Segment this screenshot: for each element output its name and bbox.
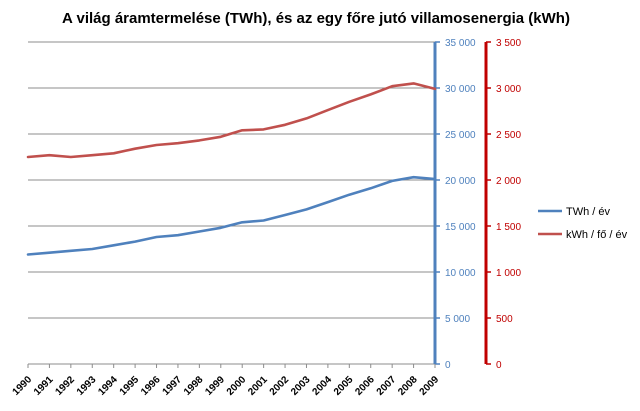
left-axis-ticks: 0 5 000 10 000 15 000 20 000 25 000 30 000 35 0… bbox=[435, 38, 476, 371]
series-line-1 bbox=[26, 175, 437, 256]
legend: TWh / év kWh / fő / év bbox=[538, 206, 628, 241]
left-tick-label: 30 000 bbox=[445, 84, 476, 95]
right-tick-label: 0 bbox=[496, 360, 502, 371]
x-tick-label: 1994 bbox=[96, 374, 120, 398]
left-tick-label: 5 000 bbox=[445, 314, 470, 325]
x-tick-label: 2009 bbox=[418, 374, 442, 398]
x-axis-ticks: 1990199119921993199419951996199719981999… bbox=[11, 364, 442, 398]
left-tick-label: 0 bbox=[445, 360, 451, 371]
x-tick-label: 1995 bbox=[118, 374, 142, 398]
chart-title: A világ áramtermelése (TWh), és az egy f… bbox=[62, 10, 570, 27]
x-tick-label: 2005 bbox=[332, 374, 356, 398]
x-tick-label: 2002 bbox=[268, 374, 292, 398]
axes bbox=[28, 42, 488, 365]
x-tick-label: 1993 bbox=[75, 374, 99, 398]
right-tick-label: 3 500 bbox=[496, 38, 521, 49]
left-tick-label: 20 000 bbox=[445, 176, 476, 187]
x-tick-label: 1999 bbox=[203, 374, 227, 398]
x-tick-label: 2006 bbox=[353, 374, 377, 398]
right-tick-label: 1 000 bbox=[496, 268, 521, 279]
x-tick-label: 1991 bbox=[32, 374, 56, 398]
series-line-2 bbox=[26, 82, 437, 159]
x-tick-label: 1990 bbox=[11, 374, 35, 398]
x-tick-label: 2003 bbox=[289, 374, 313, 398]
x-tick-label: 2007 bbox=[375, 374, 399, 398]
right-tick-label: 2 500 bbox=[496, 130, 521, 141]
x-tick-label: 2001 bbox=[246, 374, 270, 398]
x-tick-label: 1996 bbox=[139, 374, 163, 398]
right-tick-label: 1 500 bbox=[496, 222, 521, 233]
left-tick-label: 15 000 bbox=[445, 222, 476, 233]
gridlines bbox=[28, 41, 435, 319]
x-tick-label: 1998 bbox=[182, 374, 206, 398]
x-tick-label: 2008 bbox=[396, 374, 420, 398]
left-tick-label: 10 000 bbox=[445, 268, 476, 279]
x-tick-label: 1997 bbox=[161, 374, 185, 398]
right-tick-label: 3 000 bbox=[496, 84, 521, 95]
left-tick-label: 35 000 bbox=[445, 38, 476, 49]
x-tick-label: 1992 bbox=[53, 374, 77, 398]
legend-label: TWh / év bbox=[566, 206, 611, 218]
x-tick-label: 2004 bbox=[311, 374, 335, 398]
right-axis-ticks: 0 500 1 000 1 500 2 000 2 500 3 000 3 500 bbox=[486, 38, 521, 371]
left-tick-label: 25 000 bbox=[445, 130, 476, 141]
series-lines bbox=[26, 82, 437, 256]
right-tick-label: 2 000 bbox=[496, 176, 521, 187]
right-tick-label: 500 bbox=[496, 314, 513, 325]
x-tick-label: 2000 bbox=[225, 374, 249, 398]
legend-label: kWh / fő / év bbox=[566, 229, 628, 241]
